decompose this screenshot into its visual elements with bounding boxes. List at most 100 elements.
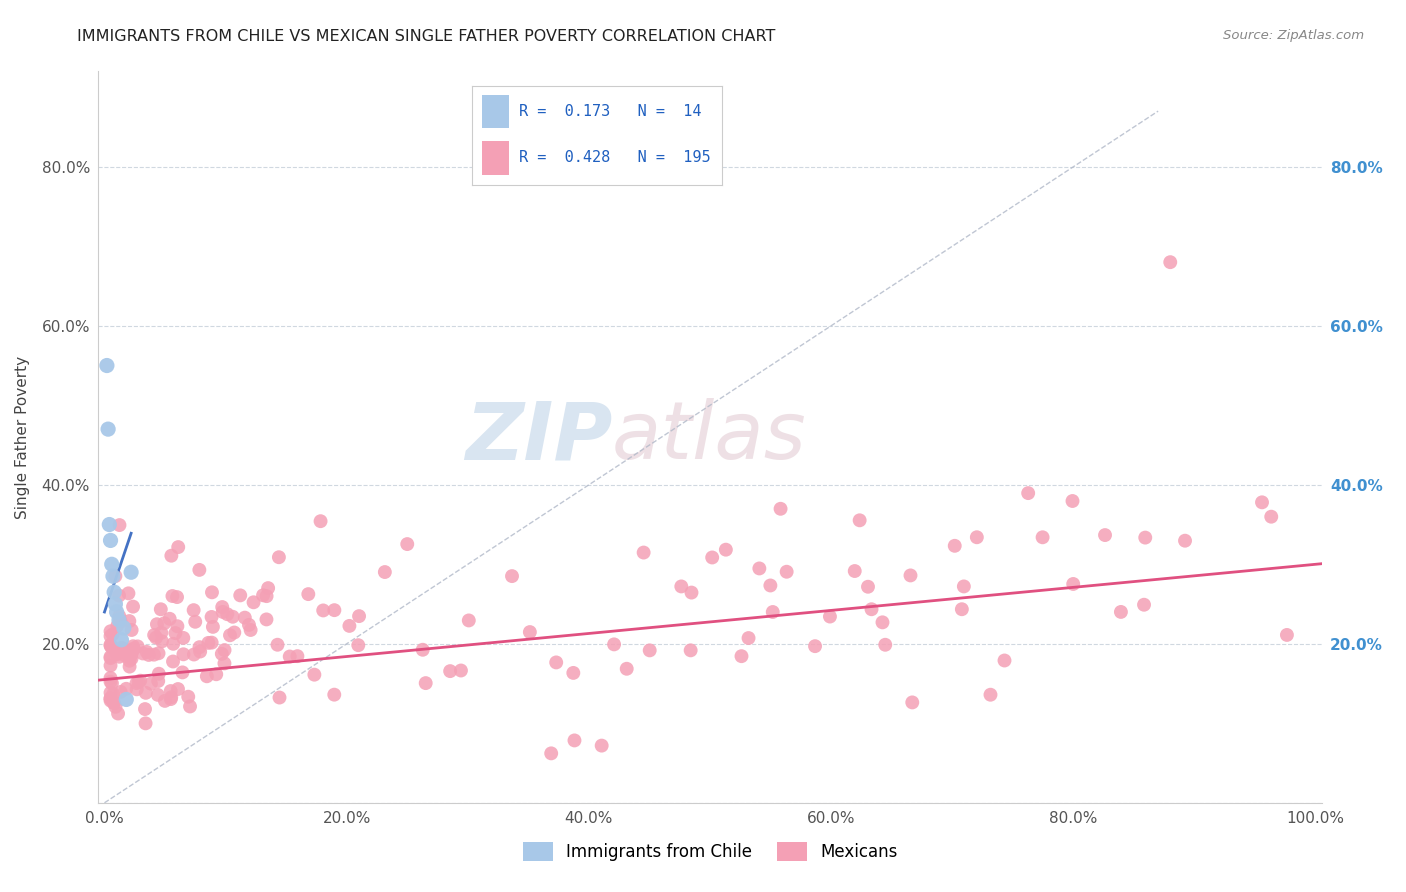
Point (966, 530, 988, 544)
Point (162, 637, 184, 651)
Point (148, 673, 170, 688)
Point (762, 605, 785, 619)
Point (104, 597, 127, 611)
Point (211, 600, 233, 615)
Point (105, 646, 128, 660)
Point (211, 647, 233, 661)
Point (1275, 628, 1298, 642)
Point (1251, 495, 1274, 509)
Point (304, 667, 326, 681)
Point (159, 692, 181, 706)
Point (115, 681, 138, 696)
Point (160, 690, 183, 705)
Point (135, 716, 157, 731)
Point (112, 641, 135, 656)
Point (184, 615, 207, 629)
Point (105, 619, 128, 633)
Point (1017, 486, 1039, 500)
Legend: Immigrants from Chile, Mexicans: Immigrants from Chile, Mexicans (516, 835, 904, 868)
Point (105, 648, 128, 662)
Point (101, 627, 124, 641)
Point (108, 649, 131, 664)
Point (714, 542, 737, 557)
Point (519, 625, 541, 640)
Point (128, 675, 150, 690)
Point (633, 545, 655, 559)
Point (111, 640, 134, 655)
Point (117, 586, 139, 600)
Point (217, 607, 239, 622)
Point (172, 665, 194, 680)
Point (125, 682, 148, 697)
Point (183, 648, 205, 662)
Point (1109, 605, 1132, 619)
Text: ZIP: ZIP (465, 398, 612, 476)
Point (148, 646, 170, 660)
Point (100, 639, 122, 653)
Point (1159, 255, 1181, 269)
Point (943, 539, 966, 553)
Point (312, 603, 335, 617)
Point (110, 685, 132, 699)
Point (872, 615, 894, 630)
Point (374, 565, 396, 579)
Point (214, 657, 236, 671)
Point (100, 674, 122, 689)
Point (135, 645, 157, 659)
Point (671, 579, 693, 593)
Point (162, 655, 184, 669)
Point (197, 636, 219, 650)
Point (759, 578, 782, 592)
Point (100, 624, 122, 639)
Point (450, 664, 472, 678)
Point (150, 634, 173, 648)
Point (121, 651, 143, 665)
Point (107, 706, 129, 721)
Point (875, 638, 897, 652)
Point (104, 699, 127, 714)
Point (101, 569, 124, 583)
Point (114, 648, 136, 663)
Point (1135, 531, 1157, 545)
Point (950, 602, 973, 616)
Point (138, 648, 160, 662)
Point (396, 537, 419, 551)
Point (229, 588, 252, 602)
Point (730, 649, 752, 664)
Point (150, 625, 173, 640)
Point (844, 564, 866, 578)
Point (108, 613, 131, 627)
Point (103, 696, 125, 710)
Point (1062, 577, 1084, 591)
Point (146, 617, 169, 632)
Point (122, 599, 145, 614)
Point (172, 648, 194, 662)
Y-axis label: Single Father Poverty: Single Father Poverty (15, 356, 31, 518)
Point (110, 615, 132, 629)
Point (1133, 598, 1156, 612)
Point (108, 518, 131, 533)
Point (134, 702, 156, 716)
Point (993, 653, 1015, 667)
Point (96, 359, 118, 373)
Point (100, 691, 122, 706)
Point (145, 631, 167, 645)
Point (205, 667, 228, 681)
Point (201, 635, 224, 649)
Point (347, 609, 370, 624)
Point (501, 569, 523, 583)
Point (118, 614, 141, 628)
Point (100, 651, 122, 665)
Point (546, 656, 568, 670)
Point (104, 569, 127, 583)
Point (135, 686, 157, 700)
Point (252, 588, 274, 602)
Point (146, 688, 169, 702)
Point (100, 629, 122, 643)
Point (118, 654, 141, 668)
Point (188, 640, 211, 655)
Point (901, 695, 924, 709)
Point (239, 623, 262, 637)
Point (103, 687, 125, 701)
Point (172, 631, 194, 645)
